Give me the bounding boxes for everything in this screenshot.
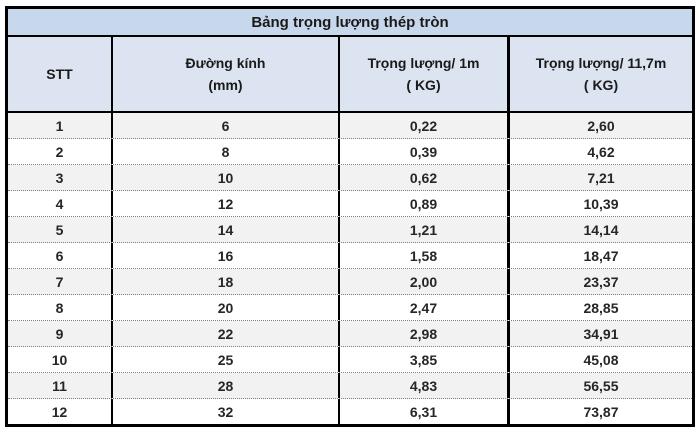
table-cell: 28 [113, 373, 340, 398]
table-cell: 4,83 [340, 373, 510, 398]
table-cell: 12 [113, 191, 340, 216]
table-cell: 7,21 [587, 169, 615, 186]
table-cell: 45,08 [583, 351, 619, 368]
table-cell: 4 [8, 191, 113, 216]
header-cell-weight-11-7m: Trọng lượng/ 11,7m ( KG) [510, 37, 692, 111]
header-label: Đường kính [185, 54, 266, 71]
table-row: 7 18 2,00 23,37 [8, 269, 692, 295]
header-cell-stt: STT [8, 37, 113, 111]
table-cell: 8 [113, 139, 340, 164]
table-cell: 23,37 [583, 273, 619, 290]
table-cell: 3,85 [340, 347, 510, 372]
table-cell: 14,14 [583, 221, 619, 238]
header-label: Trọng lượng/ 11,7m [535, 54, 667, 71]
steel-weight-table: Bảng trọng lượng thép tròn STT Đường kín… [5, 6, 695, 427]
table-row: 11 28 4,83 56,55 [8, 373, 692, 399]
table-cell: 16 [113, 243, 340, 268]
header-cell-weight-1m: Trọng lượng/ 1m ( KG) [340, 37, 510, 111]
table-cell: 2,47 [340, 295, 510, 320]
table-row: 5 14 1,21 14,14 [8, 217, 692, 243]
table-cell: 0,39 [340, 139, 510, 164]
table-cell: 6,31 [340, 399, 510, 424]
header-label: STT [46, 65, 73, 82]
table-title: Bảng trọng lượng thép tròn [8, 9, 692, 37]
table-cell: 0,89 [340, 191, 510, 216]
table-body: 1 6 0,22 2,60 2 8 0,39 4,62 3 10 0,62 7,21 4 12 0,89 10… [8, 113, 692, 424]
table-cell: 2 [8, 139, 113, 164]
table-cell: 25 [113, 347, 340, 372]
table-cell: 56,55 [583, 377, 619, 394]
table-header-row: STT Đường kính (mm) Trọng lượng/ 1m ( KG… [8, 37, 692, 113]
table-cell: 28,85 [583, 299, 619, 316]
table-cell: 0,22 [340, 113, 510, 138]
table-cell: 9 [8, 321, 113, 346]
table-cell: 6 [8, 243, 113, 268]
table-cell: 10 [113, 165, 340, 190]
table-cell: 0,62 [340, 165, 510, 190]
table-cell: 2,60 [587, 117, 615, 134]
table-row: 10 25 3,85 45,08 [8, 347, 692, 373]
table-row: 1 6 0,22 2,60 [8, 113, 692, 139]
table-cell: 7 [8, 269, 113, 294]
table-cell: 10 [8, 347, 113, 372]
table-cell: 10,39 [583, 195, 619, 212]
table-row: 8 20 2,47 28,85 [8, 295, 692, 321]
table-row: 12 32 6,31 73,87 [8, 399, 692, 424]
table-cell: 6 [113, 113, 340, 138]
table-row: 6 16 1,58 18,47 [8, 243, 692, 269]
table-cell: 18 [113, 269, 340, 294]
table-cell: 4,62 [587, 143, 615, 160]
table-cell: 2,00 [340, 269, 510, 294]
header-unit: ( KG) [583, 76, 619, 93]
header-unit: (mm) [208, 76, 243, 93]
table-cell: 20 [113, 295, 340, 320]
table-row: 9 22 2,98 34,91 [8, 321, 692, 347]
table-cell: 73,87 [583, 403, 619, 420]
header-cell-diameter: Đường kính (mm) [113, 37, 340, 111]
table-cell: 3 [8, 165, 113, 190]
table-row: 4 12 0,89 10,39 [8, 191, 692, 217]
table-cell: 1 [8, 113, 113, 138]
table-cell: 32 [113, 399, 340, 424]
table-cell: 18,47 [583, 247, 619, 264]
table-cell: 22 [113, 321, 340, 346]
table-cell: 34,91 [583, 325, 619, 342]
header-label: Trọng lượng/ 1m [367, 54, 480, 71]
table-cell: 2,98 [340, 321, 510, 346]
table-cell: 11 [8, 373, 113, 398]
table-cell: 14 [113, 217, 340, 242]
table-cell: 1,21 [340, 217, 510, 242]
table-cell: 12 [8, 399, 113, 424]
table-cell: 1,58 [340, 243, 510, 268]
table-cell: 8 [8, 295, 113, 320]
header-unit: ( KG) [406, 76, 441, 93]
table-row: 2 8 0,39 4,62 [8, 139, 692, 165]
table-row: 3 10 0,62 7,21 [8, 165, 692, 191]
table-cell: 5 [8, 217, 113, 242]
